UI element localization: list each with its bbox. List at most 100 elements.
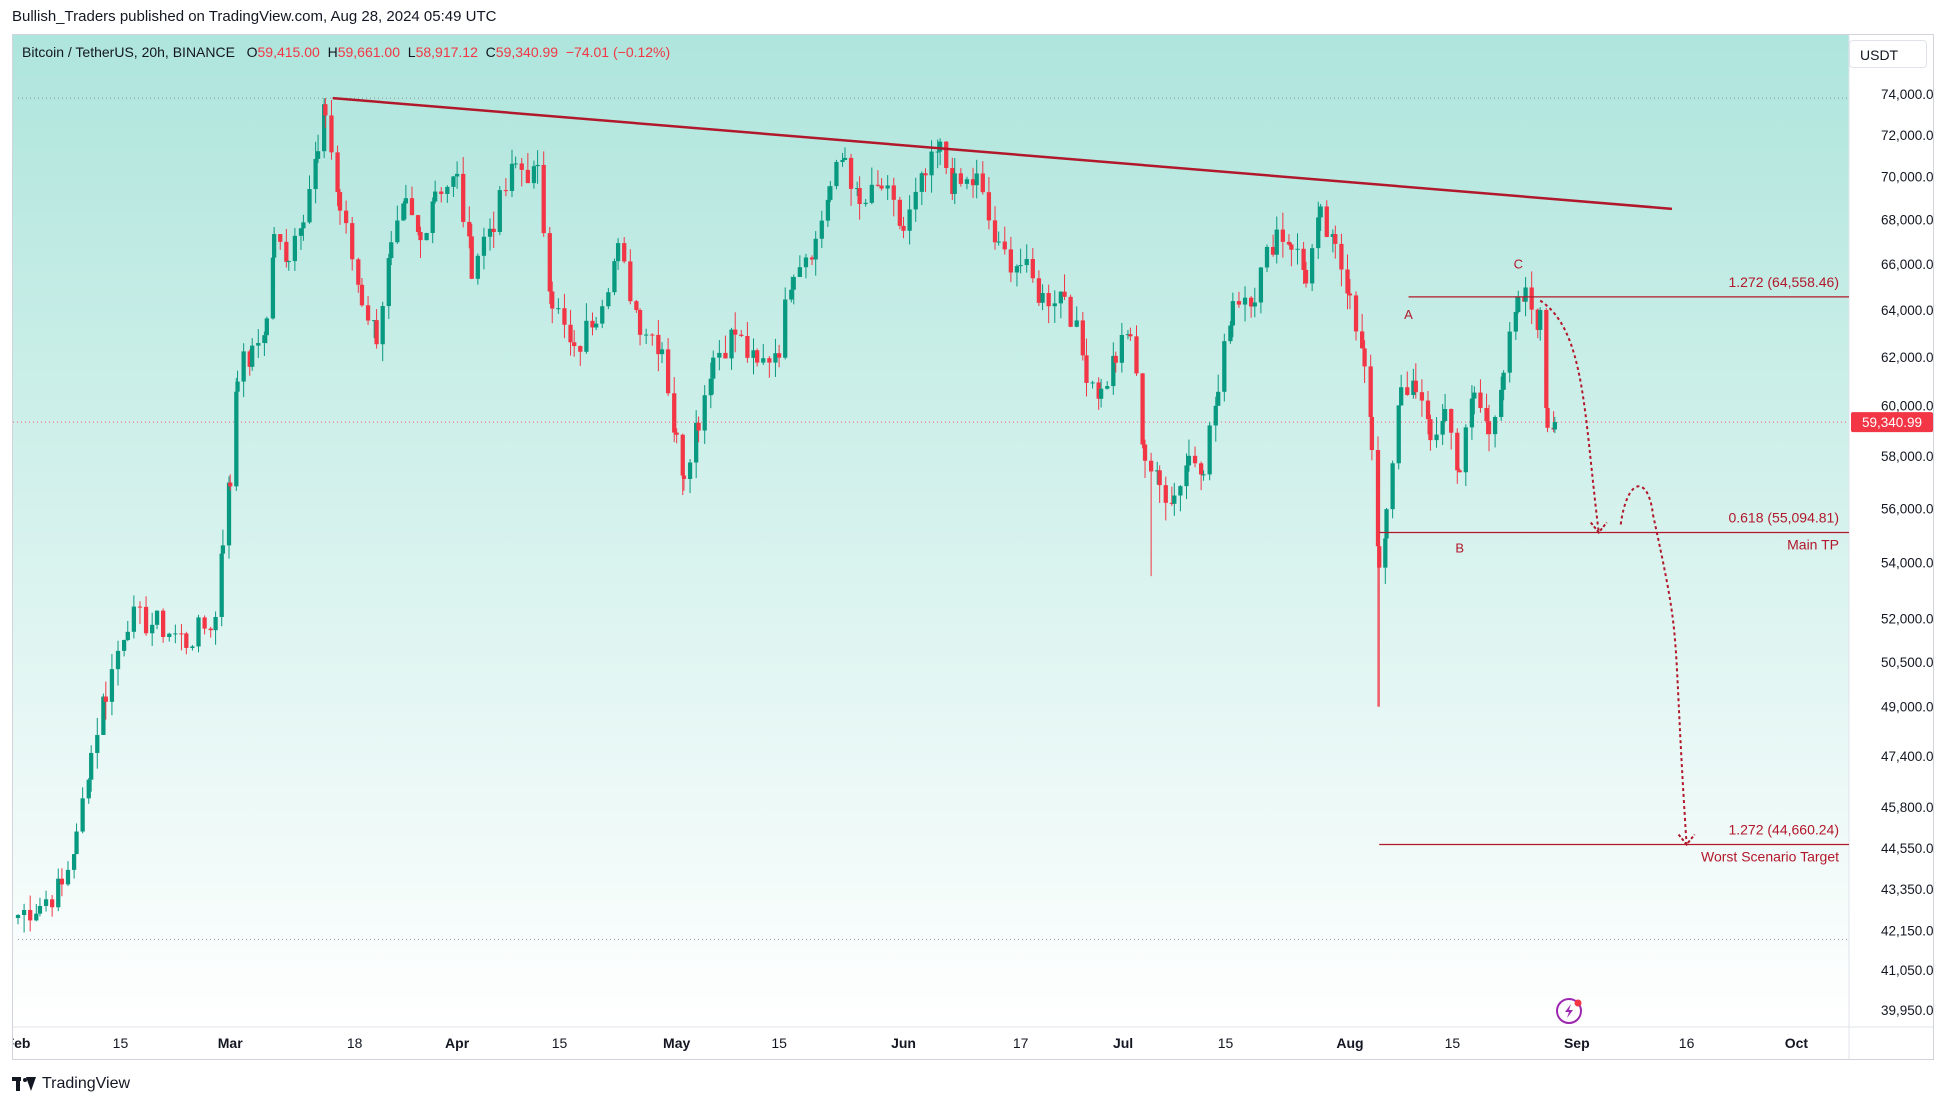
candle bbox=[1457, 468, 1462, 473]
price-tick-label: 49,000.00 bbox=[1881, 700, 1933, 715]
candle-body bbox=[1345, 269, 1350, 294]
candle-body bbox=[834, 161, 839, 187]
candle-body bbox=[1111, 355, 1116, 387]
candle bbox=[56, 868, 61, 912]
candle-body bbox=[659, 349, 665, 355]
candle bbox=[656, 319, 661, 372]
candle-body bbox=[711, 357, 716, 379]
chart-frame[interactable]: 1.272 (64,558.46) 0.618 (55,094.81) Main T… bbox=[12, 34, 1934, 1060]
candle-body bbox=[1513, 311, 1518, 332]
candle bbox=[1362, 340, 1367, 384]
candle-body bbox=[1199, 463, 1204, 475]
candle-body bbox=[115, 650, 121, 670]
candle-body bbox=[329, 115, 334, 153]
candle-body bbox=[857, 188, 862, 205]
candle-body bbox=[606, 292, 611, 307]
candle-body bbox=[323, 104, 328, 116]
candle-body bbox=[241, 351, 246, 382]
candle-body bbox=[803, 257, 809, 268]
candle-body bbox=[986, 192, 992, 221]
candle-body bbox=[1252, 302, 1257, 307]
candle-body bbox=[469, 236, 474, 279]
candle bbox=[109, 654, 115, 716]
candle bbox=[356, 257, 361, 293]
candle bbox=[1002, 226, 1007, 255]
candle-body bbox=[403, 198, 409, 204]
candle bbox=[665, 338, 671, 396]
candle-body bbox=[1062, 291, 1067, 297]
candle-body bbox=[980, 173, 985, 193]
candle-body bbox=[1058, 291, 1064, 304]
candle bbox=[380, 301, 385, 362]
resistance-trendline bbox=[332, 96, 1673, 211]
candle-body bbox=[226, 482, 232, 546]
candle bbox=[307, 175, 312, 224]
time-tick-label: 18 bbox=[347, 1035, 363, 1051]
candle-body bbox=[1383, 538, 1388, 568]
candle-body bbox=[1140, 373, 1145, 445]
candle-body bbox=[519, 163, 524, 170]
candle bbox=[1396, 405, 1401, 470]
candle-body bbox=[919, 173, 924, 192]
candle bbox=[89, 745, 94, 792]
candle bbox=[313, 141, 318, 204]
candle-body bbox=[1178, 486, 1183, 496]
candle bbox=[1148, 452, 1154, 577]
price-tick-label: 64,000.00 bbox=[1881, 303, 1933, 318]
candle bbox=[637, 308, 643, 346]
candle-body bbox=[562, 308, 567, 325]
candle-body bbox=[389, 242, 394, 259]
candle bbox=[196, 614, 201, 653]
candle-body bbox=[791, 276, 796, 290]
candle-body bbox=[751, 350, 756, 358]
candle bbox=[272, 226, 277, 263]
candle-body bbox=[696, 422, 701, 431]
candle-body bbox=[59, 878, 65, 885]
candle-body bbox=[56, 878, 61, 908]
candle-body bbox=[28, 910, 33, 921]
candle bbox=[863, 198, 868, 207]
time-tick-label: Jul bbox=[1113, 1035, 1133, 1051]
candle bbox=[776, 344, 782, 368]
candle bbox=[974, 159, 979, 199]
candle bbox=[1513, 296, 1518, 340]
candle-body bbox=[1080, 320, 1085, 356]
candle-body bbox=[1134, 336, 1139, 374]
fib-level-sublabel: Worst Scenario Target bbox=[1701, 849, 1839, 865]
candle bbox=[150, 612, 155, 646]
price-tick-label: 47,400.00 bbox=[1881, 749, 1933, 764]
candle-body bbox=[1384, 509, 1389, 539]
candle bbox=[241, 343, 246, 398]
candle-body bbox=[167, 633, 172, 637]
candle bbox=[403, 184, 409, 220]
candle-body bbox=[1413, 380, 1418, 393]
candle bbox=[467, 206, 472, 249]
candle-body bbox=[481, 236, 487, 256]
candle bbox=[1353, 291, 1359, 341]
candlestick-chart[interactable]: 1.272 (64,558.46) 0.618 (55,094.81) Main T… bbox=[13, 35, 1933, 1059]
candle-body bbox=[813, 238, 818, 260]
candle-body bbox=[584, 320, 589, 352]
candle bbox=[1434, 417, 1439, 448]
lightning-icon[interactable] bbox=[1556, 998, 1582, 1024]
candle bbox=[1413, 363, 1418, 399]
symbol-name[interactable]: Bitcoin / TetherUS, 20h, BINANCE bbox=[22, 44, 235, 60]
candle bbox=[897, 196, 902, 230]
candle bbox=[1463, 424, 1468, 487]
candle-body bbox=[634, 301, 639, 310]
candle bbox=[65, 861, 71, 887]
plot-background bbox=[13, 35, 1849, 1027]
candle bbox=[1096, 377, 1101, 410]
candle bbox=[1024, 244, 1029, 273]
candle bbox=[1201, 470, 1206, 481]
candle bbox=[919, 171, 924, 206]
candle-body bbox=[863, 202, 868, 205]
candle-body bbox=[150, 624, 155, 634]
candle-body bbox=[550, 291, 555, 309]
candle-body bbox=[875, 184, 881, 186]
currency-selector[interactable]: USDT bbox=[1849, 40, 1927, 68]
tradingview-footer[interactable]: TradingView bbox=[12, 1072, 130, 1096]
candle bbox=[213, 611, 218, 645]
candle bbox=[1216, 374, 1221, 406]
candle bbox=[86, 778, 91, 804]
